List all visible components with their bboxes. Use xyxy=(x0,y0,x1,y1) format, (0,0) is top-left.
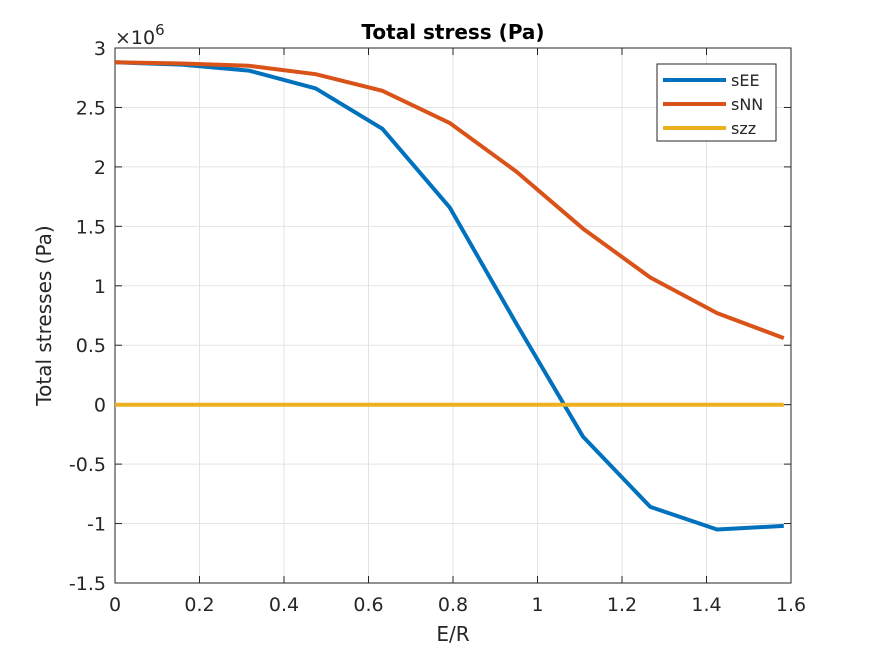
x-tick-label: 1.2 xyxy=(607,594,637,616)
series-line-sEE xyxy=(114,60,784,532)
y-tick-label: -1 xyxy=(87,514,106,536)
y-axis-exponent: ×106 xyxy=(115,21,165,49)
legend: sEE sNN szz xyxy=(656,63,777,142)
legend-label-sEE: sEE xyxy=(731,71,760,90)
y-axis-exponent-base: ×10 xyxy=(115,27,155,49)
y-tick-label: 1.5 xyxy=(76,216,106,238)
legend-label-szz: szz xyxy=(731,119,756,138)
y-tick-label: -1.5 xyxy=(69,573,106,595)
y-tick-label: 2.5 xyxy=(76,97,106,119)
x-tick-label: 1.4 xyxy=(691,594,721,616)
x-tick-label: 0.8 xyxy=(438,594,468,616)
y-tick-label: 0.5 xyxy=(76,335,106,357)
series-line-sNN xyxy=(114,60,785,340)
x-axis-label: E/R xyxy=(436,622,469,646)
x-tick-label: 0.4 xyxy=(269,594,299,616)
x-tick-label: 0.2 xyxy=(184,594,214,616)
legend-label-sNN: sNN xyxy=(731,95,763,114)
x-tick-label: 1 xyxy=(531,594,543,616)
x-tick-label: 0.6 xyxy=(353,594,383,616)
y-axis-label: Total stresses (Pa) xyxy=(32,225,56,406)
y-tick-label: 1 xyxy=(94,276,106,298)
chart-title: Total stress (Pa) xyxy=(361,20,544,44)
axis-ticks: 0 0.2 0.4 0.6 0.8 1 1.2 1.4 1.6 -1.5 -1 -0.5 0 0.5 1 1.… xyxy=(69,38,806,616)
y-tick-label: 2 xyxy=(94,157,106,179)
x-tick-label: 1.6 xyxy=(776,594,806,616)
y-tick-label: 0 xyxy=(94,395,106,417)
y-tick-label: 3 xyxy=(94,38,106,60)
y-axis-exponent-power: 6 xyxy=(155,21,165,39)
y-tick-label: -0.5 xyxy=(69,454,106,476)
x-tick-label: 0 xyxy=(109,594,121,616)
series-lines xyxy=(114,60,785,532)
